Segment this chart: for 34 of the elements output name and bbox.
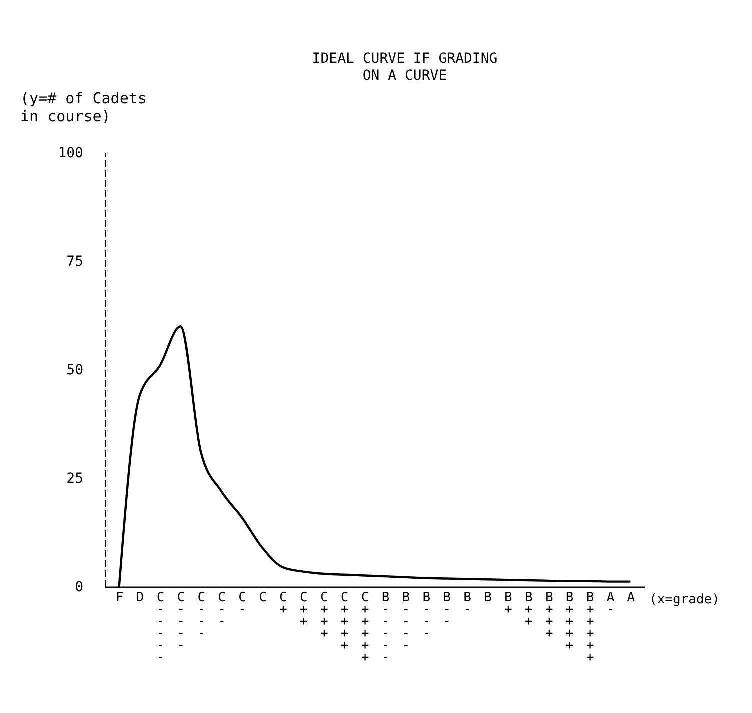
x-tick-label: D — [136, 590, 144, 606]
y-axis-title: (y=# of Cadets in course) — [20, 90, 147, 126]
x-tick-label: C-- — [218, 590, 226, 630]
y-tick-label: 75 — [66, 254, 84, 270]
x-tick-label: F — [116, 590, 124, 606]
x-tick-label: B+++ — [545, 590, 554, 642]
x-tick-label: B+++++ — [586, 590, 594, 666]
x-tick-label: B — [484, 590, 492, 606]
y-tick-label: 0 — [75, 580, 84, 596]
x-tick-label: B-- — [443, 590, 452, 630]
x-tick-label: B- — [464, 590, 472, 618]
x-tick-label: A — [627, 590, 636, 606]
chart-title: IDEAL CURVE IF GRADING ON A CURVE — [312, 51, 498, 84]
x-tick-label: C+ — [280, 590, 288, 618]
x-tick-label: A- — [606, 590, 615, 618]
x-tick-label: B+ — [504, 590, 513, 618]
x-tick-label: C++ — [300, 590, 308, 630]
x-axis-title: (x=grade) — [650, 592, 720, 608]
x-tick-label: C — [259, 590, 267, 606]
x-tick-label: B++++ — [566, 590, 574, 654]
x-tick-label: C---- — [177, 590, 186, 654]
y-tick-label: 25 — [66, 471, 84, 487]
y-tick-label: 100 — [58, 146, 84, 162]
x-tick-label: B---- — [402, 590, 410, 654]
y-tick-label: 50 — [66, 362, 84, 378]
x-tick-label: C+++++ — [361, 590, 370, 666]
x-tick-label: C++++ — [340, 590, 349, 654]
x-tick-label: B----- — [382, 590, 390, 666]
x-tick-label: C- — [238, 590, 246, 618]
x-tick-label: B--- — [422, 590, 431, 642]
x-tick-label: C+++ — [320, 590, 328, 642]
x-tick-label: C----- — [156, 590, 165, 666]
x-tick-label: B++ — [524, 590, 533, 630]
x-tick-label: C--- — [198, 590, 206, 642]
